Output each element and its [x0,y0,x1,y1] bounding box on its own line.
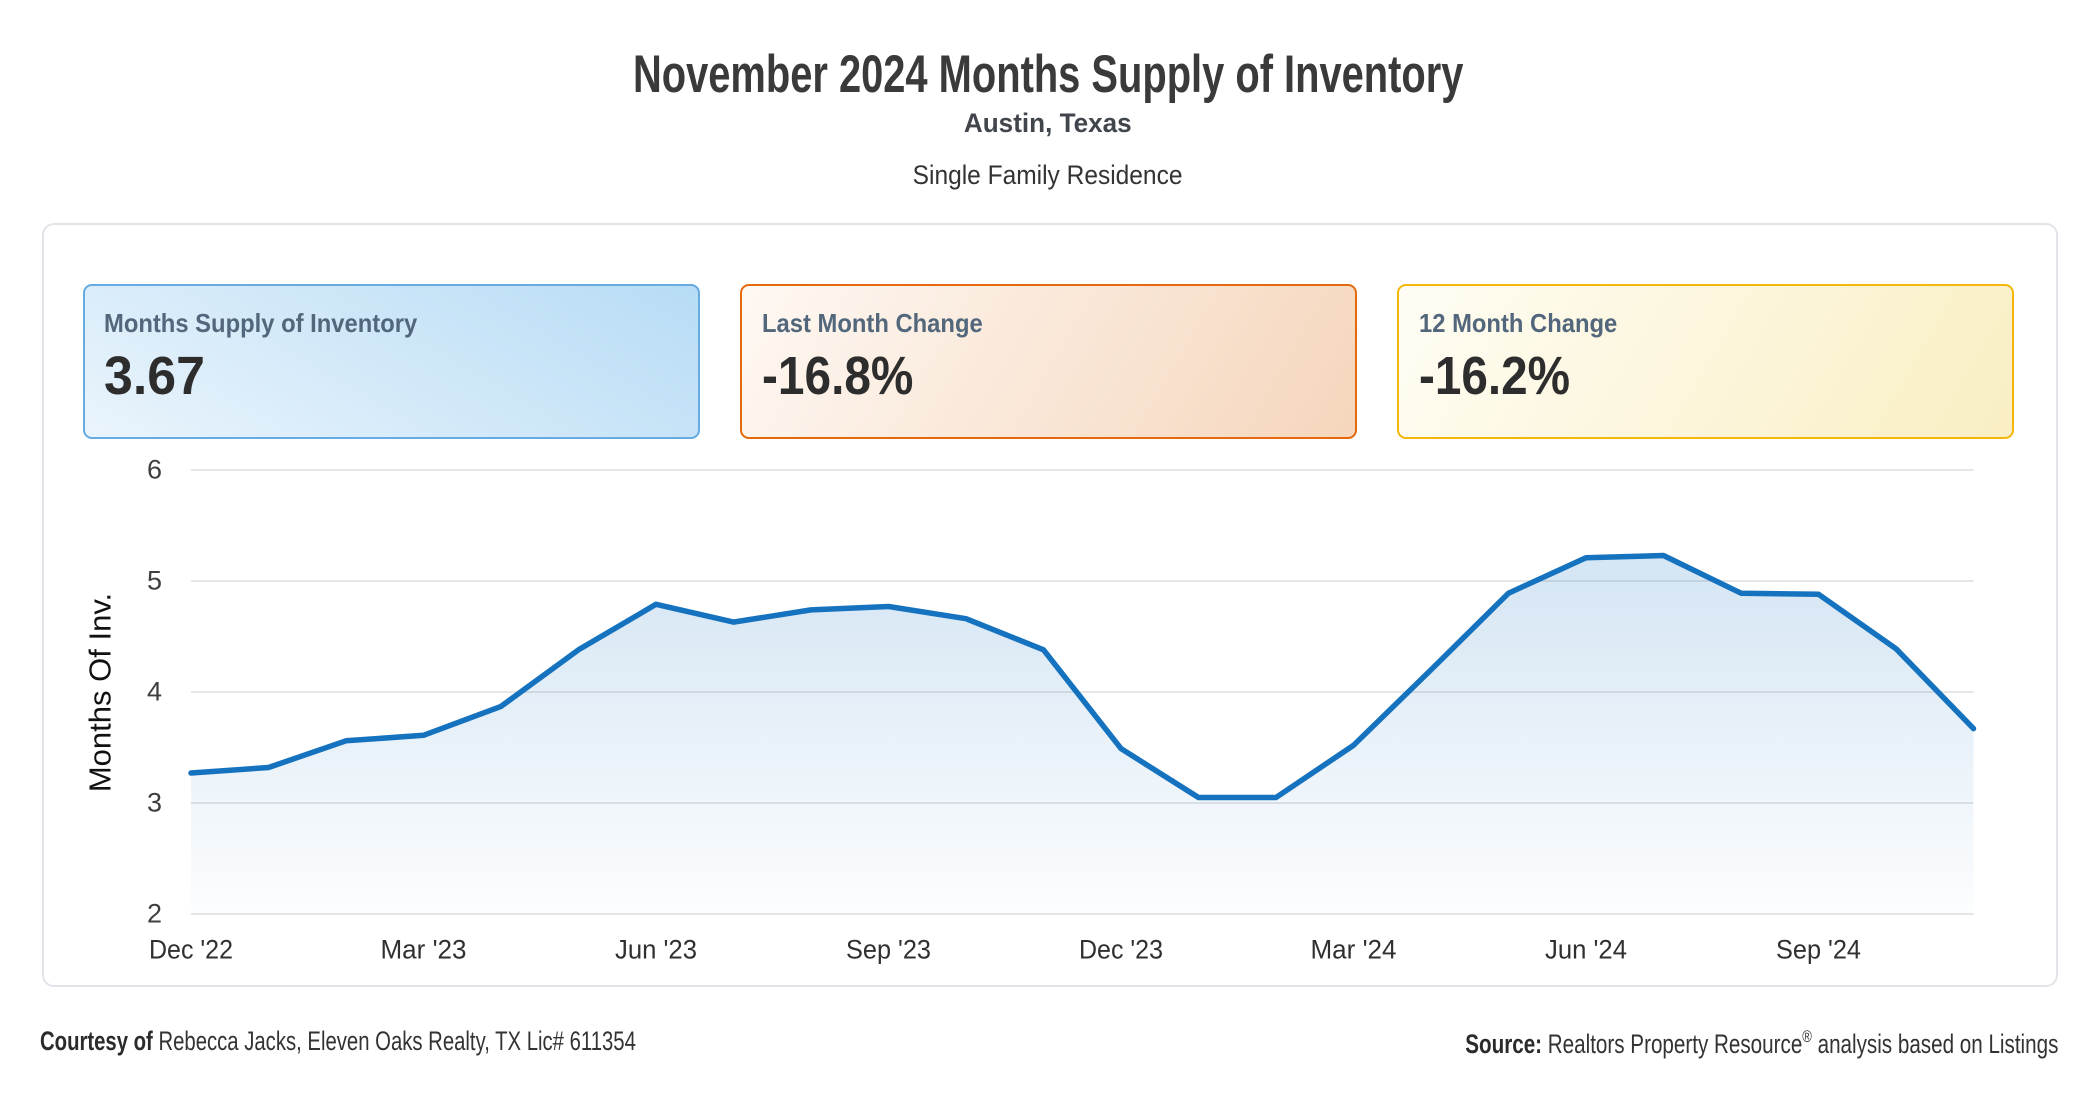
svg-text:Jun '24: Jun '24 [1545,935,1627,965]
svg-text:5: 5 [147,566,162,596]
svg-text:Sep '23: Sep '23 [846,935,931,965]
svg-text:Sep '24: Sep '24 [1776,935,1861,965]
svg-text:6: 6 [147,455,162,485]
svg-text:4: 4 [147,677,162,707]
svg-text:Mar '23: Mar '23 [381,935,467,965]
svg-text:3: 3 [147,788,162,818]
svg-text:Jun '23: Jun '23 [615,935,697,965]
svg-text:2: 2 [147,899,162,929]
svg-text:Dec '23: Dec '23 [1079,935,1163,965]
svg-text:Dec '22: Dec '22 [149,935,233,965]
svg-text:Mar '24: Mar '24 [1311,935,1397,965]
